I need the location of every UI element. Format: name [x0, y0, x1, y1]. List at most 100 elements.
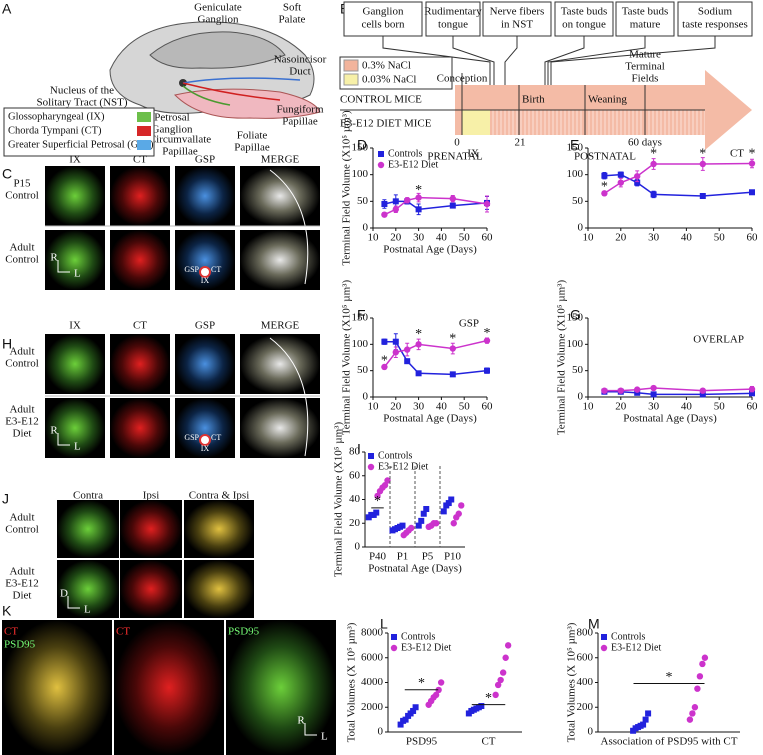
row-label: Adult: [9, 404, 34, 416]
significance: *: [601, 180, 608, 195]
data-point: [499, 669, 507, 676]
y-tick-label: 0: [355, 541, 361, 553]
y-tick-label: 50: [572, 195, 584, 207]
legend-text: Greater Superficial Petrosal (GSP): [8, 139, 154, 150]
series-line: [603, 162, 753, 194]
event-connector: [504, 36, 518, 85]
micrograph: [240, 166, 320, 226]
data-point: [381, 363, 388, 371]
data-point: [650, 191, 657, 198]
milestone-label: Weaning: [588, 94, 627, 106]
data-point: [435, 686, 442, 694]
event-label: cells born: [361, 19, 405, 31]
timeline-arrow: [340, 70, 752, 150]
panel-letter: H: [2, 336, 12, 352]
x-tick-label: 40: [681, 401, 693, 413]
data-point: [410, 707, 417, 714]
series-line: [604, 390, 753, 396]
legend-text: Glossopharyngeal (IX): [8, 111, 105, 122]
data-point: [650, 160, 657, 168]
data-point: [699, 193, 706, 199]
y-tick-label: 100: [567, 338, 584, 350]
data-point: [381, 338, 388, 345]
data-point: [689, 710, 696, 717]
data-point: [381, 201, 388, 207]
anatomy-sketch: [109, 21, 321, 119]
panel-letter: M: [588, 616, 600, 632]
micrograph: [226, 620, 336, 755]
legend-marker: [368, 453, 374, 459]
data-point: [634, 179, 641, 186]
x-tick-label: 20: [615, 401, 627, 413]
day-label: 60 days: [628, 137, 662, 149]
data-point: [686, 716, 694, 723]
data-point: [601, 387, 608, 394]
micrograph: [110, 398, 170, 458]
wheel-label: CT: [211, 433, 221, 442]
x-tick-label: 60: [482, 401, 494, 413]
data-point: [381, 211, 388, 218]
x-tick-label: 30: [648, 401, 660, 413]
data-point: [450, 520, 457, 527]
period-label: PRENATAL: [427, 151, 483, 163]
y-tick-label: 50: [572, 364, 584, 376]
event-box: [482, 1, 552, 37]
compass: [57, 433, 70, 446]
y-tick-label: 80: [349, 446, 361, 458]
image-label: CT: [116, 626, 130, 638]
data-point: [392, 198, 399, 205]
wheel-label: CT: [211, 265, 221, 274]
data-point: [415, 194, 422, 201]
row-label: E3-E12: [5, 416, 39, 428]
chart-title: OVERLAP: [693, 334, 744, 346]
event-label: Taste buds: [561, 6, 608, 18]
legend-box: [339, 56, 453, 90]
data-point: [392, 338, 399, 345]
panel-letter: G: [570, 307, 581, 323]
y-tick-label: 0: [363, 391, 369, 403]
legend-text: E3-E12 Diet: [611, 642, 661, 653]
y-axis-label: Terminal Field Volume (X10⁵ µm³): [341, 280, 353, 436]
legend-marker: [367, 463, 375, 471]
event-box: [554, 1, 614, 37]
y-tick-label: 150: [567, 142, 584, 154]
row-label: Adult: [9, 346, 34, 358]
x-tick-label: 30: [648, 232, 660, 244]
micrograph: [45, 398, 105, 458]
event-label: in NST: [501, 19, 533, 31]
micrograph: [240, 334, 320, 394]
legend-marker: [377, 161, 385, 169]
event-box: [677, 1, 753, 37]
legend-text: Controls: [388, 148, 423, 159]
event-label: Rudimentary: [424, 6, 482, 18]
data-point: [617, 387, 624, 394]
significance: *: [415, 327, 422, 342]
row-label: Adult: [9, 566, 34, 578]
micrograph: [57, 560, 119, 618]
row-label: Control: [5, 254, 39, 266]
event-box: [343, 1, 423, 37]
series-line: [384, 196, 488, 216]
panel-letter: L: [380, 616, 388, 632]
column-header: Contra: [73, 490, 103, 502]
micrograph: [110, 334, 170, 394]
micrograph: [120, 560, 182, 618]
compass: [57, 260, 70, 273]
anatomy-label: Fungiform: [276, 104, 324, 116]
micrograph: [175, 334, 235, 394]
panel-letter: J: [2, 491, 9, 507]
data-point: [504, 642, 512, 649]
image-label: PSD95: [4, 639, 36, 651]
series-line: [604, 387, 753, 392]
column-header: CT: [133, 320, 147, 332]
legend-text: 0.03% NaCl: [362, 74, 416, 86]
data-point: [381, 482, 389, 489]
axis-label: L: [74, 441, 81, 453]
event-label: Sodium: [698, 6, 733, 18]
legend-swatch: [137, 140, 151, 150]
event-connector: [544, 36, 585, 85]
micrograph: [45, 166, 105, 226]
micrograph: [175, 230, 235, 290]
event-label: taste responses: [682, 19, 748, 31]
